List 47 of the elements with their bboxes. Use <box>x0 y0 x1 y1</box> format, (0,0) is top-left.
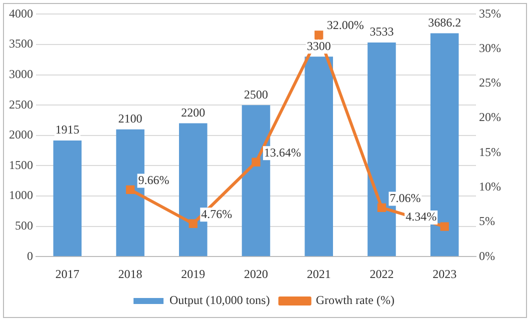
data-label: 2200 <box>181 105 206 120</box>
y-tick-label: 2500 <box>9 97 33 112</box>
y-tick-label: 0 <box>27 248 33 263</box>
data-label: 4.34% <box>406 210 437 224</box>
data-label: 7.06% <box>390 190 421 205</box>
y2-tick-label: 0% <box>479 248 496 263</box>
data-label: 2100 <box>118 111 142 126</box>
x-tick-label: 2023 <box>432 266 457 281</box>
x-tick-label: 2019 <box>181 266 206 281</box>
point <box>440 222 449 231</box>
x-tick-label: 2020 <box>244 266 268 281</box>
point <box>314 30 324 40</box>
data-label: 3686.2 <box>428 15 462 30</box>
y-tick-label: 2000 <box>9 128 33 142</box>
y2-tick-label: 5% <box>479 214 496 228</box>
y-tick-label: 500 <box>15 218 33 232</box>
y-tick-label: 1000 <box>9 188 33 202</box>
bar <box>304 56 334 256</box>
data-label: 3533 <box>370 24 394 39</box>
x-tick-label: 2018 <box>118 266 142 281</box>
data-label: 1915 <box>55 122 80 137</box>
data-label: 4.76% <box>201 206 232 221</box>
y2-tick-label: 25% <box>479 76 502 90</box>
x-tick-label: 2021 <box>306 266 331 281</box>
point <box>188 219 198 228</box>
y-tick-label: 3500 <box>9 36 33 51</box>
y2-tick-label: 15% <box>479 144 502 159</box>
data-label: 13.64% <box>264 145 301 160</box>
y2-tick-label: 30% <box>479 40 502 55</box>
data-label: 2500 <box>244 87 268 102</box>
y-tick-label: 1500 <box>9 158 33 172</box>
point <box>126 185 135 194</box>
y-tick-label: 3000 <box>9 66 33 81</box>
point <box>377 203 386 212</box>
data-label: 32.00% <box>326 18 364 32</box>
x-tick-label: 2022 <box>370 266 394 281</box>
x-tick-label: 2017 <box>55 266 80 281</box>
y2-tick-label: 20% <box>479 110 502 124</box>
y2-tick-label: 35% <box>479 6 502 20</box>
data-label: 3300 <box>306 38 331 53</box>
bar <box>53 140 82 256</box>
point <box>252 158 260 166</box>
data-label: 9.66% <box>138 172 170 187</box>
legend-label: Output (10,000 tons) <box>170 293 270 308</box>
y2-tick-label: 10% <box>479 180 502 194</box>
legend-label: Growth rate (%) <box>316 293 394 308</box>
y-tick-label: 4000 <box>9 6 33 20</box>
